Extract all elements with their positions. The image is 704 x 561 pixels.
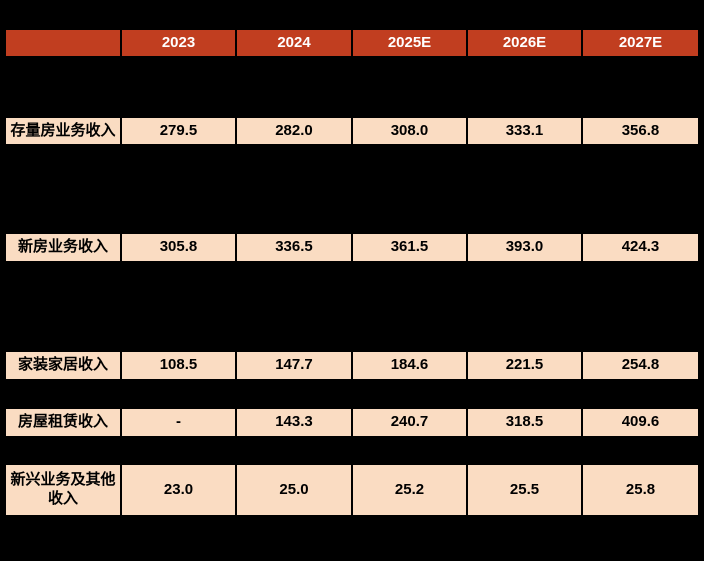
header-corner-cell [5,29,121,57]
header-cell-2026e: 2026E [467,29,582,57]
value-cell: - [121,408,236,437]
value-cell: 221.5 [467,351,582,380]
table-row-rental: 房屋租赁收入 - 143.3 240.7 318.5 409.6 [5,408,699,437]
header-cell-2027e: 2027E [582,29,699,57]
table-row-emerging-other: 新兴业务及其他收入 23.0 25.0 25.2 25.5 25.8 [5,464,699,516]
header-cell-2025e: 2025E [352,29,467,57]
value-cell: 279.5 [121,117,236,145]
value-cell: 25.5 [467,464,582,516]
table-row-home-renovation: 家装家居收入 108.5 147.7 184.6 221.5 254.8 [5,351,699,380]
value-cell: 108.5 [121,351,236,380]
header-cell-2024: 2024 [236,29,352,57]
value-cell: 336.5 [236,233,352,262]
value-cell: 318.5 [467,408,582,437]
value-cell: 25.8 [582,464,699,516]
value-cell: 240.7 [352,408,467,437]
value-cell: 147.7 [236,351,352,380]
table-row-existing-home: 存量房业务收入 279.5 282.0 308.0 333.1 356.8 [5,117,699,145]
value-cell: 25.2 [352,464,467,516]
value-cell: 143.3 [236,408,352,437]
value-cell: 409.6 [582,408,699,437]
value-cell: 282.0 [236,117,352,145]
value-cell: 356.8 [582,117,699,145]
header-cell-2023: 2023 [121,29,236,57]
value-cell: 184.6 [352,351,467,380]
row-label: 新兴业务及其他收入 [5,464,121,516]
value-cell: 333.1 [467,117,582,145]
value-cell: 308.0 [352,117,467,145]
row-label: 房屋租赁收入 [5,408,121,437]
value-cell: 424.3 [582,233,699,262]
row-label: 新房业务收入 [5,233,121,262]
value-cell: 254.8 [582,351,699,380]
table-header-row: 2023 2024 2025E 2026E 2027E [5,29,699,57]
row-label: 家装家居收入 [5,351,121,380]
table-row-new-home: 新房业务收入 305.8 336.5 361.5 393.0 424.3 [5,233,699,262]
value-cell: 393.0 [467,233,582,262]
value-cell: 361.5 [352,233,467,262]
row-label: 存量房业务收入 [5,117,121,145]
value-cell: 25.0 [236,464,352,516]
value-cell: 305.8 [121,233,236,262]
value-cell: 23.0 [121,464,236,516]
